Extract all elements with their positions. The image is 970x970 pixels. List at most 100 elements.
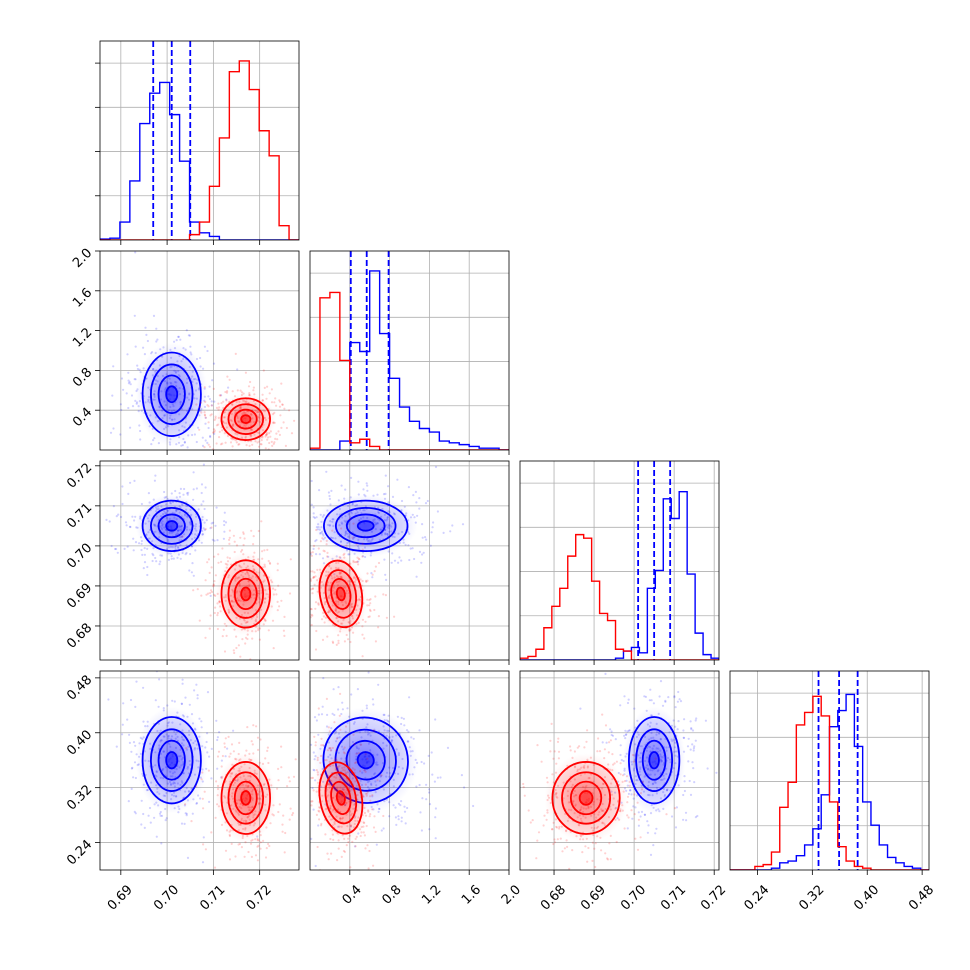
red-point bbox=[203, 386, 206, 389]
blue-point bbox=[192, 488, 195, 491]
red-point bbox=[368, 849, 371, 853]
red-point bbox=[314, 744, 317, 747]
red-point bbox=[276, 787, 279, 790]
red-point bbox=[184, 803, 187, 806]
red-point bbox=[235, 635, 238, 638]
blue-point bbox=[337, 708, 340, 711]
blue-point bbox=[670, 815, 674, 818]
red-point bbox=[550, 722, 553, 726]
red-point bbox=[200, 778, 203, 781]
red-point bbox=[305, 796, 307, 798]
red-point bbox=[352, 733, 355, 736]
red-point bbox=[245, 749, 248, 752]
y-tick-label: 0.32 bbox=[64, 782, 95, 813]
red-point bbox=[256, 859, 259, 862]
blue-point bbox=[75, 409, 77, 411]
red-point bbox=[364, 579, 368, 583]
red-point bbox=[291, 812, 295, 815]
red-point bbox=[226, 390, 229, 393]
blue-point bbox=[350, 693, 353, 696]
blue-point bbox=[604, 672, 607, 676]
blue-point bbox=[687, 737, 690, 740]
blue-density-shade bbox=[313, 494, 418, 558]
red-point bbox=[609, 858, 612, 861]
blue-point bbox=[112, 505, 115, 508]
blue-point bbox=[312, 506, 315, 509]
red-point bbox=[354, 761, 357, 765]
blue-point bbox=[220, 759, 223, 762]
red-point bbox=[587, 846, 590, 850]
blue-point bbox=[204, 416, 207, 419]
blue-point bbox=[411, 547, 414, 550]
blue-point bbox=[184, 812, 187, 815]
blue-point bbox=[390, 561, 393, 564]
blue-point bbox=[133, 314, 136, 317]
red-point bbox=[241, 548, 244, 552]
red-point bbox=[215, 780, 218, 783]
red-point bbox=[641, 781, 644, 784]
blue-point bbox=[626, 827, 629, 830]
blue-point bbox=[428, 828, 431, 831]
red-point bbox=[225, 634, 228, 638]
red-point bbox=[210, 831, 213, 834]
blue-point bbox=[204, 486, 207, 489]
red-point bbox=[320, 737, 323, 740]
blue-point bbox=[134, 399, 137, 402]
red-contour bbox=[227, 771, 265, 825]
blue-point bbox=[128, 741, 131, 745]
red-point bbox=[351, 536, 354, 539]
blue-point bbox=[689, 793, 693, 797]
blue-point bbox=[155, 835, 158, 838]
blue-point bbox=[398, 556, 401, 559]
blue-point bbox=[201, 436, 204, 439]
red-point bbox=[273, 401, 276, 404]
red-point bbox=[536, 744, 539, 747]
blue-point bbox=[283, 527, 285, 529]
red-point bbox=[307, 576, 309, 578]
blue-point bbox=[154, 474, 157, 477]
red-point bbox=[307, 559, 309, 561]
red-point bbox=[312, 576, 316, 579]
blue-point bbox=[413, 557, 416, 561]
blue-point bbox=[206, 691, 210, 694]
red-point bbox=[584, 845, 587, 848]
red-point bbox=[228, 378, 231, 381]
blue-point bbox=[115, 547, 118, 551]
red-point bbox=[243, 855, 246, 858]
blue-point bbox=[129, 426, 132, 429]
red-point bbox=[331, 529, 334, 532]
blue-point bbox=[200, 491, 203, 495]
red-point bbox=[514, 777, 516, 779]
x-tick-label: 0.69 bbox=[578, 882, 609, 913]
red-point bbox=[356, 560, 359, 563]
blue-point bbox=[130, 394, 134, 397]
red-point bbox=[377, 626, 380, 629]
red-point bbox=[371, 794, 374, 797]
blue-point bbox=[143, 553, 146, 556]
red-point bbox=[221, 547, 224, 550]
blue-point bbox=[167, 558, 170, 562]
blue-point bbox=[182, 493, 185, 496]
red-point bbox=[556, 838, 559, 841]
blue-point bbox=[208, 800, 211, 804]
red-point bbox=[257, 839, 260, 842]
red-point bbox=[304, 837, 306, 839]
blue-contour bbox=[150, 506, 194, 545]
red-point bbox=[201, 771, 204, 774]
blue-point bbox=[328, 497, 331, 500]
blue-point bbox=[317, 713, 320, 716]
blue-point bbox=[330, 489, 333, 492]
blue-point bbox=[400, 816, 403, 819]
red-point bbox=[266, 749, 269, 753]
red-point bbox=[633, 793, 636, 796]
red-point bbox=[266, 438, 269, 441]
red-point bbox=[632, 760, 635, 763]
red-point bbox=[242, 531, 245, 534]
red-point bbox=[597, 737, 600, 740]
red-point bbox=[208, 445, 212, 448]
blue-point bbox=[383, 558, 386, 561]
blue-point bbox=[142, 720, 145, 723]
diag-panel-1 bbox=[309, 250, 510, 455]
blue-point bbox=[397, 818, 400, 821]
blue-point bbox=[619, 744, 622, 747]
